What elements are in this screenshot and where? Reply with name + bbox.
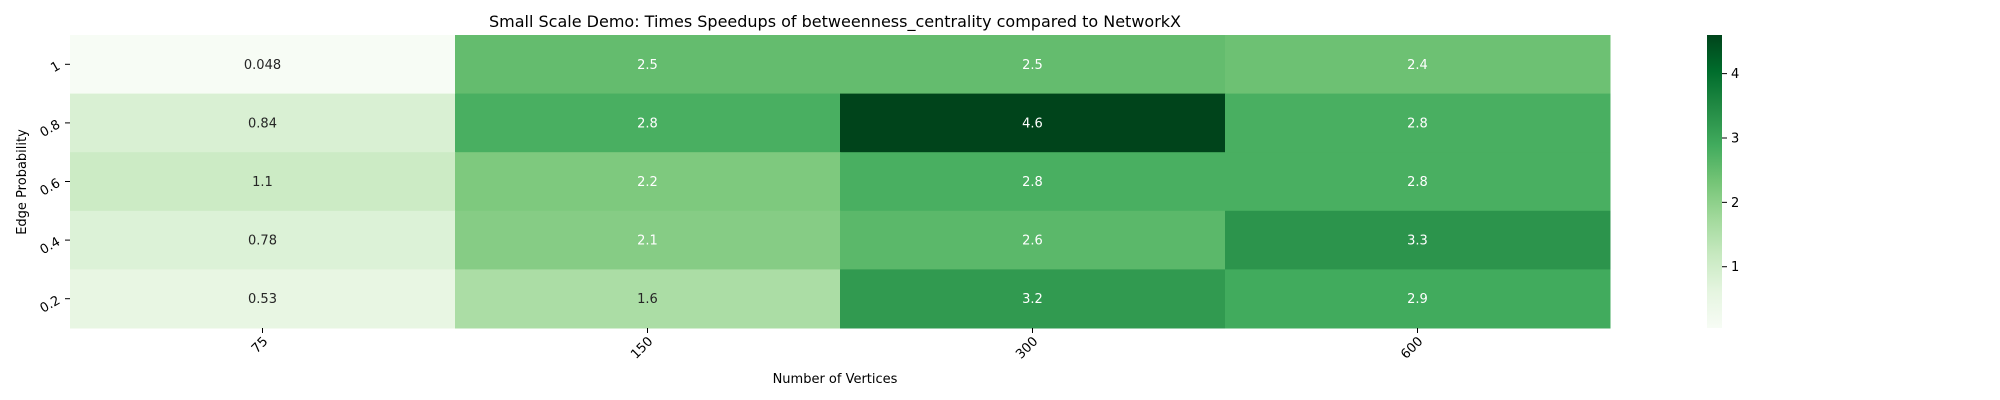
- heatmap-cell-labels: 0.048 2.5 2.5 2.4 0.84 2.8 4.6 2.8 1.1 2.2 2.8 2.8 0…: [244, 58, 1428, 307]
- y-tick-label: 0.6: [38, 176, 63, 199]
- cell-value-label: 0.84: [248, 116, 277, 131]
- heatmap-cell: [455, 93, 841, 153]
- heatmap-cell: [1225, 269, 1611, 329]
- y-tick-label: 0.4: [38, 235, 63, 258]
- x-axis-label: Number of Vertices: [773, 372, 898, 387]
- cell-value-label: 2.9: [1407, 292, 1428, 307]
- cell-value-label: 2.8: [637, 116, 658, 131]
- heatmap-cell: [70, 152, 456, 212]
- heatmap-cell: [455, 210, 841, 270]
- x-tick-label: 150: [628, 334, 656, 362]
- cell-value-label: 2.8: [1022, 175, 1043, 190]
- cell-value-label: 2.5: [1022, 58, 1043, 73]
- cell-value-label: 2.8: [1407, 116, 1428, 131]
- heatmap-cell: [1225, 152, 1611, 212]
- cell-value-label: 2.6: [1022, 234, 1043, 249]
- cell-value-label: 2.5: [637, 58, 658, 73]
- colorbar-tick-label: 3: [1731, 131, 1739, 146]
- heatmap-cell: [840, 210, 1226, 270]
- cell-value-label: 3.3: [1407, 234, 1428, 249]
- y-tick-label: 1: [48, 59, 63, 76]
- heatmap-cell: [455, 152, 841, 212]
- heatmap-cell: [455, 269, 841, 329]
- heatmap-cell: [840, 35, 1226, 95]
- heatmap-cell: [70, 269, 456, 329]
- heatmap-cell: [455, 35, 841, 95]
- y-tick-label: 0.2: [38, 293, 63, 316]
- x-tick-label: 600: [1398, 334, 1426, 362]
- cell-value-label: 2.1: [637, 234, 658, 249]
- heatmap-cell: [70, 93, 456, 153]
- cell-value-label: 0.048: [244, 58, 281, 73]
- heatmap-cell: [70, 35, 456, 95]
- colorbar-tick-label: 4: [1731, 67, 1739, 82]
- heatmap-cells: [70, 35, 1611, 329]
- heatmap-cell: [840, 269, 1226, 329]
- y-axis-label: Edge Probability: [15, 129, 30, 235]
- cell-value-label: 3.2: [1022, 292, 1043, 307]
- chart-title: Small Scale Demo: Times Speedups of betw…: [489, 12, 1181, 32]
- colorbar-ticks: 1 2 3 4: [1722, 67, 1739, 275]
- colorbar: [1707, 35, 1722, 328]
- cell-value-label: 2.4: [1407, 58, 1428, 73]
- cell-value-label: 2.2: [637, 175, 658, 190]
- heatmap-cell: [1225, 93, 1611, 153]
- cell-value-label: 4.6: [1022, 116, 1043, 131]
- y-axis-ticks: 1 0.8 0.6 0.4 0.2: [38, 59, 70, 317]
- heatmap-cell: [840, 152, 1226, 212]
- y-tick-label: 0.8: [38, 117, 63, 140]
- cell-value-label: 0.78: [248, 234, 277, 249]
- x-tick-label: 300: [1013, 334, 1041, 362]
- heatmap-cell: [1225, 210, 1611, 270]
- colorbar-tick-label: 1: [1731, 260, 1739, 275]
- colorbar-tick-label: 2: [1731, 196, 1739, 211]
- heatmap-cell: [840, 93, 1226, 153]
- cell-value-label: 2.8: [1407, 175, 1428, 190]
- cell-value-label: 1.1: [252, 175, 273, 190]
- heatmap-cell: [70, 210, 456, 270]
- cell-value-label: 0.53: [248, 292, 277, 307]
- heatmap-cell: [1225, 35, 1611, 95]
- cell-value-label: 1.6: [637, 292, 658, 307]
- x-tick-label: 75: [249, 334, 271, 356]
- x-axis-ticks: 75 150 300 600: [249, 328, 1426, 362]
